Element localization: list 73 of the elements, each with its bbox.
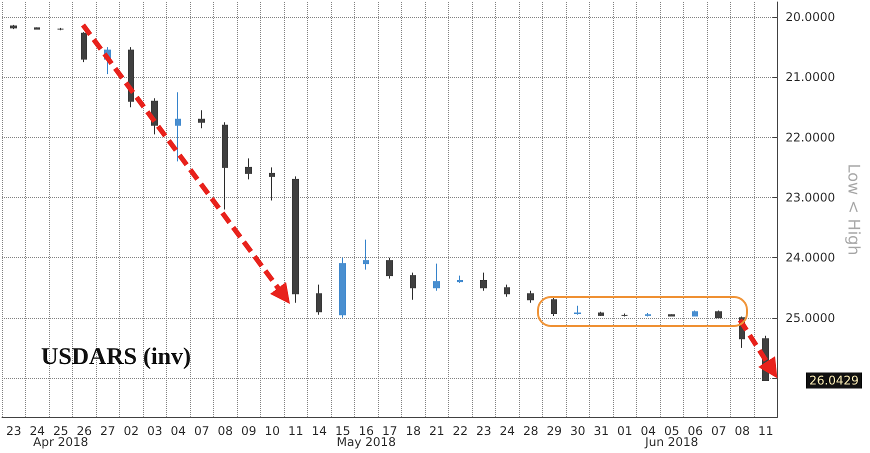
x-tick-label: 08 bbox=[218, 424, 233, 438]
text: May 2018 bbox=[336, 435, 396, 449]
text: USDARS (inv) bbox=[41, 344, 192, 370]
y-tick-label: 20.0000 bbox=[785, 10, 836, 24]
candlestick bbox=[57, 27, 64, 31]
x-tick-label: 09 bbox=[241, 424, 256, 438]
candlestick bbox=[668, 314, 675, 318]
x-tick-label: 27 bbox=[100, 424, 116, 438]
y-tick-label: 24.0000 bbox=[785, 250, 836, 265]
x-tick-label: 07 bbox=[711, 424, 726, 438]
x-tick-label: 29 bbox=[546, 424, 562, 438]
x-tick-label: 08 bbox=[734, 424, 750, 438]
candlestick bbox=[715, 310, 722, 318]
candlestick bbox=[363, 239, 369, 270]
x-tick-label: 23 bbox=[6, 424, 22, 438]
candlestick bbox=[410, 272, 416, 300]
x-tick-label: 21 bbox=[429, 424, 444, 438]
candlestick bbox=[386, 257, 393, 280]
x-tick-label: 01 bbox=[617, 424, 632, 438]
x-tick-label: 31 bbox=[594, 424, 609, 438]
x-tick-label: 04 bbox=[640, 424, 656, 438]
x-tick-label: 24 bbox=[30, 424, 45, 438]
candlestick bbox=[339, 257, 346, 318]
candlestick bbox=[81, 32, 87, 63]
x-tick-label: 30 bbox=[570, 424, 586, 438]
candlestick bbox=[504, 284, 510, 298]
x-tick-label: 24 bbox=[500, 424, 515, 438]
candlestick bbox=[198, 110, 205, 129]
x-tick-label: 11 bbox=[758, 424, 774, 438]
candlestick bbox=[527, 290, 534, 304]
candlestick bbox=[269, 166, 275, 201]
text: Jun 2018 bbox=[644, 435, 698, 449]
x-tick-label: 07 bbox=[194, 424, 210, 438]
candlestick bbox=[222, 122, 228, 210]
x-tick-label: 16 bbox=[358, 424, 374, 438]
candlestick bbox=[692, 310, 698, 318]
x-tick-label: 22 bbox=[452, 424, 468, 438]
x-tick-label: 14 bbox=[312, 424, 327, 438]
text: 26.0429 bbox=[809, 373, 859, 388]
x-tick-label: 17 bbox=[382, 424, 398, 438]
candlestick bbox=[480, 272, 487, 292]
candlestick bbox=[574, 305, 581, 316]
x-tick-label: 11 bbox=[288, 424, 304, 438]
candlestick bbox=[175, 92, 181, 162]
y-tick-label: 22.0000 bbox=[785, 130, 836, 144]
x-tick-label: 26 bbox=[76, 424, 92, 438]
candlestick bbox=[457, 275, 463, 284]
candlestick bbox=[245, 158, 252, 180]
x-tick-label: 05 bbox=[664, 424, 680, 438]
x-tick-label: 06 bbox=[688, 424, 703, 438]
x-tick-label: 23 bbox=[476, 424, 492, 438]
candlestick bbox=[645, 312, 651, 318]
x-tick-label: 18 bbox=[406, 424, 421, 438]
y-axis-title: Low < High bbox=[844, 164, 864, 256]
x-tick-label: 02 bbox=[124, 424, 139, 438]
candlestick bbox=[316, 284, 322, 316]
candlestick bbox=[10, 24, 17, 30]
y-tick-label: 21.0000 bbox=[785, 70, 836, 84]
x-tick-label: 04 bbox=[170, 424, 186, 438]
x-tick-label: 10 bbox=[264, 424, 280, 438]
y-tick-label: 25.0000 bbox=[785, 310, 836, 325]
candlestick bbox=[433, 263, 440, 292]
x-tick-label: 03 bbox=[147, 424, 162, 438]
candlestick bbox=[598, 311, 604, 316]
text: Apr 2018 bbox=[33, 435, 88, 449]
candlestick bbox=[292, 176, 299, 304]
candlestick bbox=[621, 313, 628, 318]
y-tick-label: 23.0000 bbox=[785, 190, 836, 204]
x-tick-label: 25 bbox=[53, 424, 68, 438]
x-tick-label: 28 bbox=[523, 424, 538, 438]
candlestick bbox=[34, 26, 40, 30]
candlestick bbox=[551, 296, 557, 316]
x-tick-label: 15 bbox=[335, 424, 350, 438]
